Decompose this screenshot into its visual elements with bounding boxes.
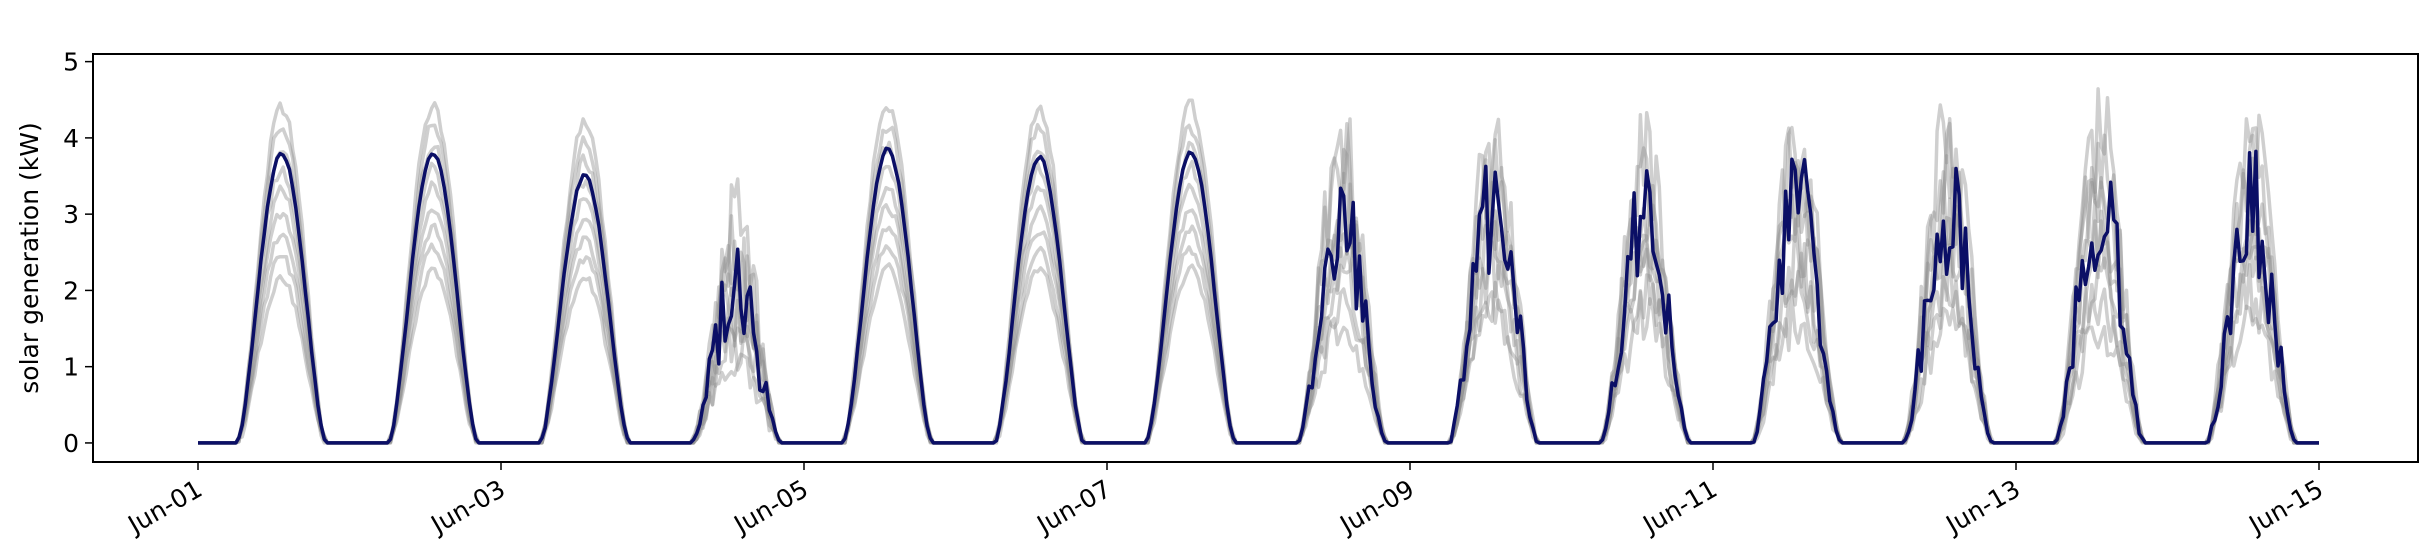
x-tick-label: Jun-05 <box>728 474 813 540</box>
y-tick-label: 3 <box>63 200 79 229</box>
x-tick-label: Jun-01 <box>122 474 207 540</box>
x-axis: Jun-01 Jun-03 Jun-05 Jun-07 Jun-09 Jun-11 Jun-… <box>122 462 2328 540</box>
ensemble-series-line <box>198 133 2319 445</box>
ensemble-series-line <box>198 242 2319 445</box>
x-tick-label: Jun-07 <box>1031 474 1116 540</box>
ensemble-series-line <box>198 222 2319 445</box>
ensemble-series-line <box>198 203 2319 445</box>
ensemble-series-line <box>198 159 2319 445</box>
x-tick-label: Jun-03 <box>425 474 510 540</box>
y-tick-label: 4 <box>63 124 79 153</box>
ensemble-series-line <box>198 87 2319 445</box>
ensemble-series-line <box>198 121 2319 445</box>
x-tick-label: Jun-13 <box>1940 474 2025 540</box>
y-tick-label: 1 <box>63 353 79 382</box>
ensemble-series-line <box>198 180 2319 445</box>
x-tick-label: Jun-11 <box>1637 474 1722 540</box>
axes-frame <box>92 53 2419 463</box>
y-tick-label: 2 <box>63 276 79 305</box>
y-tick-label: 0 <box>63 429 79 458</box>
y-axis: 0 1 2 3 4 5 <box>63 48 93 458</box>
y-axis-label: solar generation (kW) <box>15 122 44 393</box>
y-tick-label: 5 <box>63 48 79 77</box>
x-tick-label: Jun-09 <box>1334 474 1419 540</box>
highlight-series-group <box>198 146 2319 445</box>
x-tick-label: Jun-15 <box>2243 474 2328 540</box>
ensemble-series-line <box>198 262 2319 445</box>
highlight-series-line <box>198 146 2319 445</box>
ensemble-series-group <box>198 87 2319 445</box>
